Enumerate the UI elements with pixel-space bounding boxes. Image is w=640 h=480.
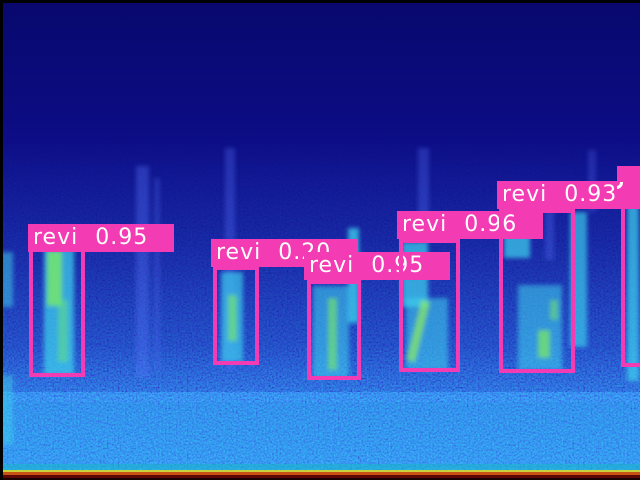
signal-streaks bbox=[0, 196, 639, 445]
detection-label: revi 0.95 bbox=[304, 252, 450, 280]
bounding-box bbox=[499, 209, 575, 373]
bounding-box bbox=[213, 266, 259, 365]
detection-label: revi 0.95 bbox=[28, 224, 174, 252]
bounding-box bbox=[399, 239, 460, 372]
bottom-intensity-bands bbox=[0, 464, 640, 480]
bounding-box bbox=[307, 280, 361, 380]
detection-label: revi 0.96 bbox=[397, 211, 543, 239]
detection-label bbox=[617, 166, 640, 190]
spectrogram-noise-dense-band bbox=[0, 392, 640, 470]
bright-band-tint bbox=[0, 402, 640, 468]
truncated-label-glyph bbox=[617, 182, 623, 189]
bounding-box bbox=[621, 189, 640, 367]
bounding-box bbox=[29, 246, 85, 377]
